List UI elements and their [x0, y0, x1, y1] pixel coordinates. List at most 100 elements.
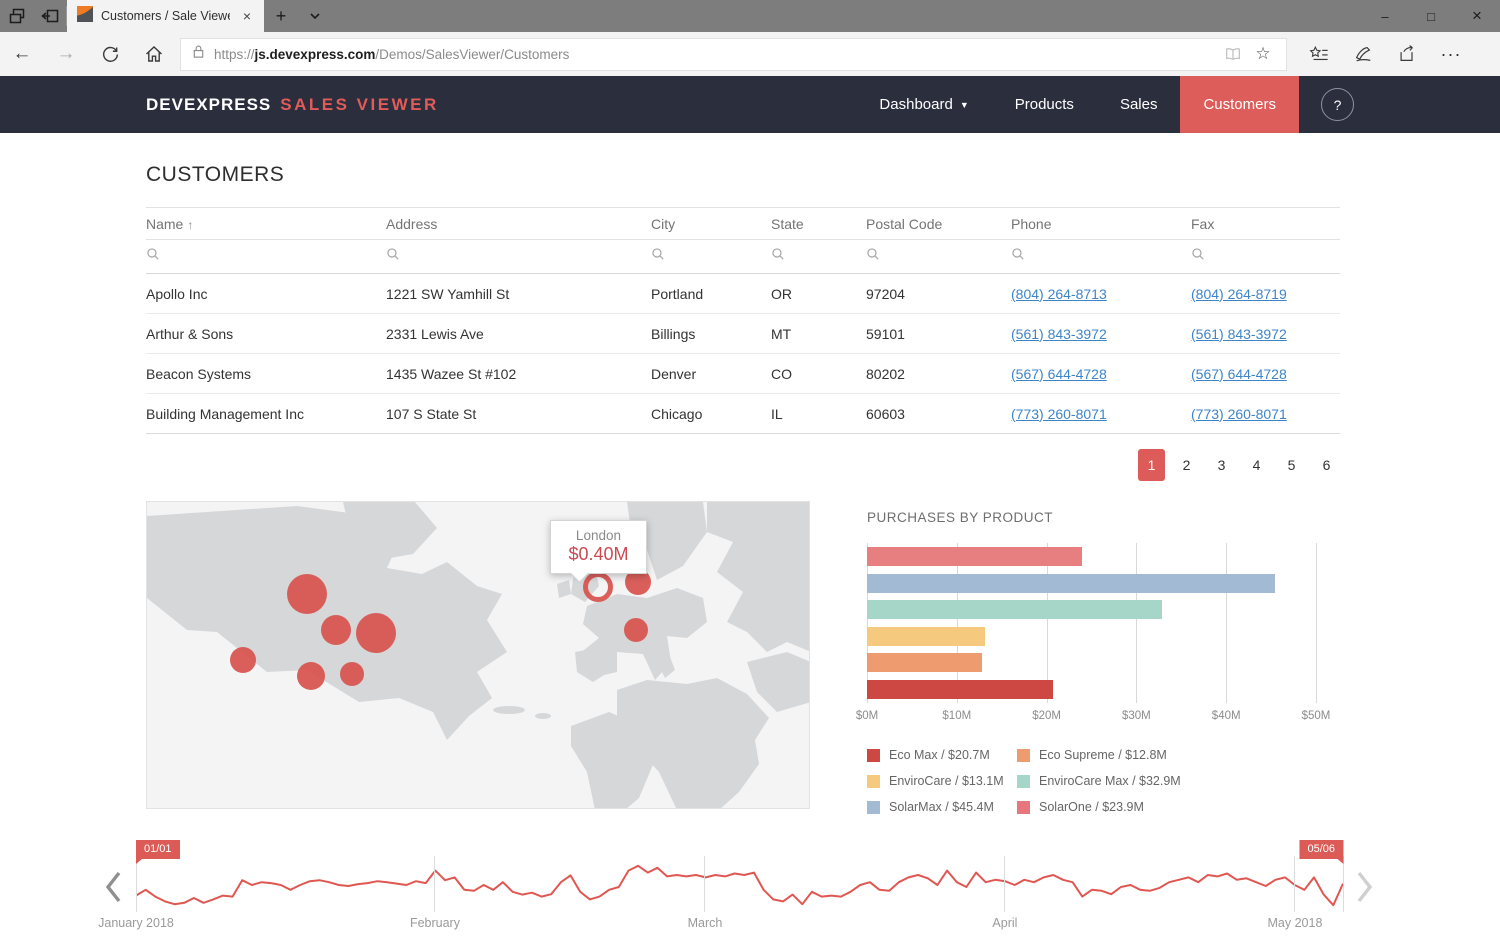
- fax-link[interactable]: (773) 260-8071: [1191, 406, 1287, 422]
- map-bubble[interactable]: [297, 662, 325, 690]
- page-button-1[interactable]: 1: [1138, 449, 1165, 481]
- chart-legend: Eco Max / $20.7MEco Supreme / $12.8MEnvi…: [867, 748, 1340, 814]
- tab-preview-icon[interactable]: [0, 0, 33, 32]
- map-bubble[interactable]: [624, 618, 648, 642]
- bar-envirocare-max[interactable]: [867, 600, 1162, 619]
- bar-eco-max[interactable]: [867, 680, 1053, 699]
- page-button-2[interactable]: 2: [1173, 449, 1200, 481]
- nav-item-dashboard[interactable]: Dashboard▼: [856, 76, 991, 133]
- filter-cell-address[interactable]: [386, 240, 651, 274]
- cell-state: OR: [771, 274, 866, 314]
- nav-item-sales[interactable]: Sales: [1097, 76, 1181, 133]
- phone-link[interactable]: (567) 644-4728: [1011, 366, 1107, 382]
- reading-view-icon[interactable]: [1218, 45, 1248, 63]
- fax-link[interactable]: (804) 264-8719: [1191, 286, 1287, 302]
- search-icon: [386, 248, 400, 265]
- minimize-button[interactable]: –: [1362, 0, 1408, 32]
- range-end-handle[interactable]: 05/06: [1299, 840, 1343, 859]
- map-bubble[interactable]: [356, 613, 396, 653]
- browser-tab[interactable]: Customers / Sale Viewe ×: [67, 0, 264, 32]
- table-filter-row: [146, 240, 1340, 274]
- timeline-month-label: January 2018: [98, 916, 174, 930]
- set-tabs-aside-icon[interactable]: [33, 0, 66, 32]
- app-navbar: DEVEXPRESS SALES VIEWER Dashboard▼ Produc…: [0, 76, 1500, 133]
- brand-logo[interactable]: DEVEXPRESS SALES VIEWER: [146, 95, 439, 115]
- bar-solarone[interactable]: [867, 547, 1082, 566]
- map-bubble[interactable]: [287, 574, 327, 614]
- url-bar[interactable]: https://js.devexpress.com/Demos/SalesVie…: [180, 38, 1287, 71]
- bar-solarmax[interactable]: [867, 574, 1275, 593]
- column-header-label: Fax: [1191, 216, 1214, 232]
- column-header-label: Phone: [1011, 216, 1051, 232]
- filter-cell-fax[interactable]: [1191, 240, 1340, 274]
- bar-envirocare[interactable]: [867, 627, 985, 646]
- cell-address: 1435 Wazee St #102: [386, 354, 651, 394]
- nav-item-products[interactable]: Products: [992, 76, 1097, 133]
- timeline-gridline: [1294, 856, 1295, 912]
- page-button-6[interactable]: 6: [1313, 449, 1340, 481]
- close-button[interactable]: ×: [1454, 0, 1500, 32]
- refresh-icon[interactable]: [88, 32, 132, 76]
- favorite-star-icon[interactable]: ☆: [1248, 44, 1278, 64]
- tab-strip: Customers / Sale Viewe × + – □ ×: [0, 0, 1500, 32]
- column-header-name[interactable]: Name↑: [146, 208, 386, 240]
- phone-link[interactable]: (773) 260-8071: [1011, 406, 1107, 422]
- filter-cell-postal-code[interactable]: [866, 240, 1011, 274]
- favicon: [77, 6, 93, 27]
- filter-cell-phone[interactable]: [1011, 240, 1191, 274]
- filter-cell-city[interactable]: [651, 240, 771, 274]
- maximize-button[interactable]: □: [1408, 0, 1454, 32]
- range-start-handle[interactable]: 01/01: [136, 840, 180, 859]
- share-icon[interactable]: [1385, 32, 1429, 76]
- nav-item-label: Products: [1015, 96, 1074, 113]
- new-tab-icon[interactable]: +: [264, 0, 298, 32]
- page-button-4[interactable]: 4: [1243, 449, 1270, 481]
- cell-fax: (773) 260-8071: [1191, 394, 1340, 434]
- home-icon[interactable]: [132, 32, 176, 76]
- column-header-phone[interactable]: Phone: [1011, 208, 1191, 240]
- chevron-down-icon: ▼: [960, 100, 969, 110]
- browser-window: Customers / Sale Viewe × + – □ × ← → htt…: [0, 0, 1500, 952]
- legend-item: Eco Max / $20.7M: [867, 748, 1017, 762]
- filter-cell-state[interactable]: [771, 240, 866, 274]
- phone-link[interactable]: (804) 264-8713: [1011, 286, 1107, 302]
- column-header-postal-code[interactable]: Postal Code: [866, 208, 1011, 240]
- back-icon[interactable]: ←: [0, 32, 44, 76]
- bar-eco-supreme[interactable]: [867, 653, 982, 672]
- table-header-row: Name↑AddressCityStatePostal CodePhone Fax: [146, 208, 1340, 240]
- more-options-icon[interactable]: ···: [1429, 32, 1473, 76]
- tooltip-city: London: [568, 528, 628, 543]
- fax-link[interactable]: (567) 644-4728: [1191, 366, 1287, 382]
- column-header-state[interactable]: State: [771, 208, 866, 240]
- map-bubble[interactable]: [321, 615, 351, 645]
- table-row: Arthur & Sons2331 Lewis AveBillingsMT591…: [146, 314, 1340, 354]
- map-bubble-london[interactable]: [583, 572, 613, 602]
- column-header-address[interactable]: Address: [386, 208, 651, 240]
- pan-left-icon[interactable]: [102, 870, 124, 904]
- cell-postal: 59101: [866, 314, 1011, 354]
- cell-fax: (804) 264-8719: [1191, 274, 1340, 314]
- page-button-3[interactable]: 3: [1208, 449, 1235, 481]
- timeline-plot[interactable]: [136, 856, 1343, 912]
- forward-icon[interactable]: →: [44, 32, 88, 76]
- cell-city: Portland: [651, 274, 771, 314]
- filter-cell-name[interactable]: [146, 240, 386, 274]
- timeline-month-label: February: [410, 916, 460, 930]
- pan-right-icon[interactable]: [1354, 870, 1376, 904]
- tab-close-icon[interactable]: ×: [238, 8, 256, 24]
- help-button[interactable]: ?: [1321, 88, 1354, 121]
- nav-item-customers[interactable]: Customers: [1180, 76, 1299, 133]
- map-bubble[interactable]: [230, 647, 256, 673]
- search-icon: [866, 248, 880, 265]
- favorites-hub-icon[interactable]: [1297, 32, 1341, 76]
- web-note-pen-icon[interactable]: [1341, 32, 1385, 76]
- fax-link[interactable]: (561) 843-3972: [1191, 326, 1287, 342]
- legend-item: EnviroCare Max / $32.9M: [1017, 774, 1340, 788]
- column-header-fax[interactable]: Fax: [1191, 208, 1340, 240]
- phone-link[interactable]: (561) 843-3972: [1011, 326, 1107, 342]
- column-header-city[interactable]: City: [651, 208, 771, 240]
- sales-map[interactable]: London $0.40M: [146, 501, 810, 809]
- tab-chevron-down-icon[interactable]: [298, 0, 332, 32]
- map-bubble[interactable]: [340, 662, 364, 686]
- page-button-5[interactable]: 5: [1278, 449, 1305, 481]
